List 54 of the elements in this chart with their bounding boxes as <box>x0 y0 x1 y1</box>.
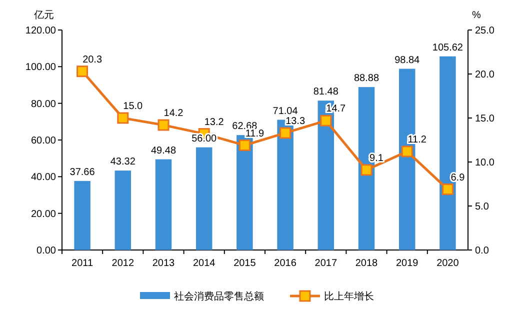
y-tick-label: 20.00 <box>30 208 56 220</box>
point <box>401 146 413 158</box>
x-tick-label: 2020 <box>436 258 460 269</box>
y-tick-label: 0.00 <box>36 246 56 256</box>
data-label: 88.88 <box>354 73 380 84</box>
point <box>280 127 292 139</box>
data-label: 71.04 <box>272 106 298 117</box>
y-tick-label: 40.00 <box>30 172 56 184</box>
data-label: 98.84 <box>394 54 420 66</box>
x-tick-label: 2017 <box>314 258 338 269</box>
y2-tick-label: 15.0 <box>475 114 495 124</box>
y-tick-label: 80.00 <box>30 98 56 110</box>
y-tick-label: 60.00 <box>30 136 56 146</box>
y2-tick-label: 10.0 <box>475 158 495 168</box>
legend-label: 比上年增长 <box>324 290 374 302</box>
y2-axis-title: % <box>472 10 481 21</box>
y-tick-label: 120.00 <box>25 26 56 36</box>
y2-tick-label: 5.0 <box>475 202 490 212</box>
data-label: 37.66 <box>70 166 96 178</box>
y-axis-title: 亿元 <box>33 10 54 21</box>
x-tick-label: 2018 <box>355 258 378 269</box>
point <box>158 119 170 131</box>
bar <box>114 170 132 250</box>
x-tick-label: 2012 <box>112 258 134 269</box>
data-label: 20.3 <box>82 54 102 66</box>
data-label: 14.2 <box>164 108 184 120</box>
point <box>360 164 372 176</box>
data-label: 81.48 <box>313 86 339 98</box>
y-tick-label: 100.00 <box>25 62 56 74</box>
bar <box>74 180 90 250</box>
y2-tick-label: 0.0 <box>475 246 490 256</box>
y2-tick-label: 20.0 <box>475 70 495 80</box>
data-label: 13.3 <box>286 116 306 127</box>
x-tick-label: 2014 <box>192 258 216 269</box>
data-label: 15.0 <box>123 101 144 112</box>
bar <box>196 147 212 250</box>
x-tick-label: 2011 <box>72 258 94 269</box>
point <box>117 112 129 124</box>
x-tick-label: 2013 <box>152 258 176 269</box>
data-label: 105.62 <box>432 42 464 54</box>
point <box>442 184 454 196</box>
x-tick-label: 2015 <box>234 258 256 269</box>
data-label: 13.2 <box>204 116 224 128</box>
y2-tick-label: 25.0 <box>475 26 495 36</box>
x-tick-label: 2019 <box>396 258 419 269</box>
x-tick-label: 2016 <box>274 258 297 269</box>
point <box>238 140 250 152</box>
point <box>76 66 88 78</box>
point <box>320 114 332 126</box>
data-label: 43.32 <box>110 156 136 168</box>
data-label: 49.48 <box>150 145 176 156</box>
bar <box>155 159 172 250</box>
bar <box>236 135 253 250</box>
legend-label: 社会消费品零售总额 <box>174 290 264 302</box>
